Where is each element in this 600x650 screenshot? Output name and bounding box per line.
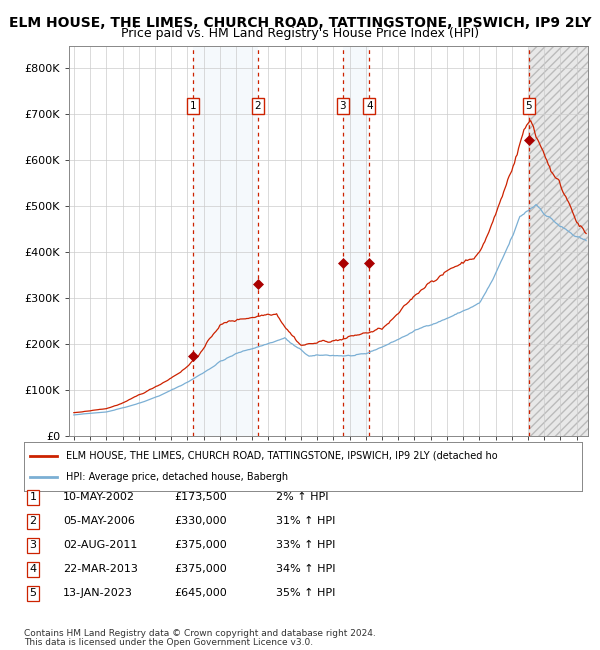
Text: This data is licensed under the Open Government Licence v3.0.: This data is licensed under the Open Gov…: [24, 638, 313, 647]
Bar: [343, 46, 370, 436]
Text: 13-JAN-2023: 13-JAN-2023: [63, 588, 133, 599]
Text: 1: 1: [29, 492, 37, 502]
Text: £330,000: £330,000: [174, 516, 227, 526]
Text: 2: 2: [254, 101, 261, 111]
Text: 33% ↑ HPI: 33% ↑ HPI: [276, 540, 335, 551]
Text: 5: 5: [29, 588, 37, 599]
Text: 34% ↑ HPI: 34% ↑ HPI: [276, 564, 335, 575]
Text: 02-AUG-2011: 02-AUG-2011: [63, 540, 137, 551]
Text: 4: 4: [29, 564, 37, 575]
Text: ELM HOUSE, THE LIMES, CHURCH ROAD, TATTINGSTONE, IPSWICH, IP9 2LY (detached ho: ELM HOUSE, THE LIMES, CHURCH ROAD, TATTI…: [66, 450, 497, 461]
Text: ELM HOUSE, THE LIMES, CHURCH ROAD, TATTINGSTONE, IPSWICH, IP9 2LY: ELM HOUSE, THE LIMES, CHURCH ROAD, TATTI…: [9, 16, 591, 31]
Bar: [193, 46, 258, 436]
Text: 5: 5: [526, 101, 532, 111]
Text: 2: 2: [29, 516, 37, 526]
Text: 3: 3: [29, 540, 37, 551]
Text: 22-MAR-2013: 22-MAR-2013: [63, 564, 138, 575]
Text: £173,500: £173,500: [174, 492, 227, 502]
Text: 05-MAY-2006: 05-MAY-2006: [63, 516, 135, 526]
Text: 2% ↑ HPI: 2% ↑ HPI: [276, 492, 329, 502]
Text: 35% ↑ HPI: 35% ↑ HPI: [276, 588, 335, 599]
Text: Price paid vs. HM Land Registry's House Price Index (HPI): Price paid vs. HM Land Registry's House …: [121, 27, 479, 40]
Text: 31% ↑ HPI: 31% ↑ HPI: [276, 516, 335, 526]
Text: Contains HM Land Registry data © Crown copyright and database right 2024.: Contains HM Land Registry data © Crown c…: [24, 629, 376, 638]
Text: £375,000: £375,000: [174, 540, 227, 551]
Text: 4: 4: [366, 101, 373, 111]
Text: £375,000: £375,000: [174, 564, 227, 575]
Text: £645,000: £645,000: [174, 588, 227, 599]
Text: 1: 1: [190, 101, 197, 111]
Text: 3: 3: [340, 101, 346, 111]
Text: 10-MAY-2002: 10-MAY-2002: [63, 492, 135, 502]
Bar: [529, 46, 600, 436]
Text: HPI: Average price, detached house, Babergh: HPI: Average price, detached house, Babe…: [66, 472, 288, 482]
